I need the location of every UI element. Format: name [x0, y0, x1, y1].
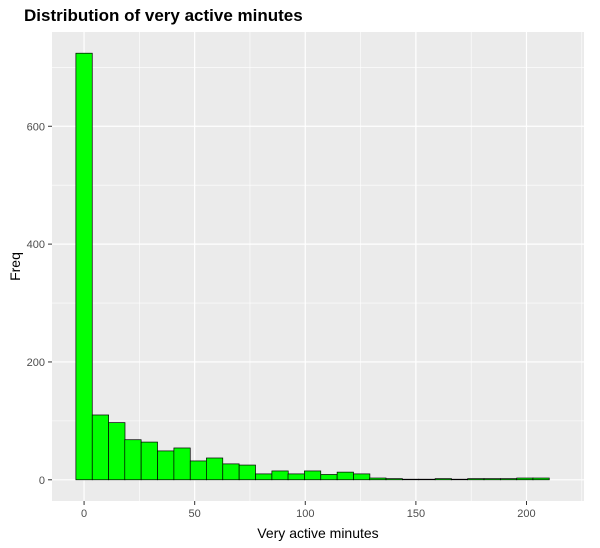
x-tick-label: 50	[189, 508, 201, 520]
histogram-bar	[238, 464, 256, 481]
histogram-bar	[353, 473, 371, 481]
x-axis: 0 50 100 150 200	[81, 501, 536, 520]
histogram-bar	[500, 478, 518, 481]
histogram-bar	[222, 463, 240, 481]
histogram-bar	[402, 478, 420, 481]
chart-title: Distribution of very active minutes	[24, 6, 303, 25]
histogram-bar	[287, 473, 305, 481]
x-axis-title: Very active minutes	[257, 525, 378, 541]
x-tick-label: 200	[517, 508, 535, 520]
y-axis-title: Freq	[7, 252, 23, 281]
y-tick-label: 200	[27, 357, 45, 369]
y-tick-label: 400	[27, 239, 45, 251]
histogram-bar	[434, 478, 452, 481]
y-tick-label: 600	[27, 121, 45, 133]
histogram-bar	[91, 414, 109, 481]
histogram-bar	[189, 460, 207, 481]
histogram-bar	[124, 439, 142, 481]
histogram-bar	[75, 52, 93, 481]
histogram-bar	[271, 470, 289, 481]
histogram-bar	[369, 477, 387, 481]
histogram-bar	[304, 470, 322, 481]
histogram-bar	[206, 457, 224, 481]
histogram-bar	[483, 478, 501, 481]
y-axis: 0 200 400 600	[27, 121, 52, 487]
histogram-bar	[467, 478, 485, 481]
histogram-bar	[516, 477, 534, 481]
histogram-bar	[450, 478, 468, 481]
x-tick-label: 100	[296, 508, 314, 520]
histogram-bars	[75, 52, 550, 481]
y-tick-label: 0	[39, 475, 45, 487]
minor-gridlines	[52, 32, 584, 501]
x-tick-label: 0	[81, 508, 87, 520]
histogram-bar	[336, 471, 354, 481]
histogram-bar	[173, 447, 191, 481]
plot-panel	[52, 32, 584, 501]
histogram-bar	[108, 422, 126, 481]
histogram-bar	[532, 477, 550, 481]
x-tick-label: 150	[407, 508, 425, 520]
histogram-bar	[140, 441, 158, 481]
histogram-bar	[418, 478, 436, 481]
histogram-bar	[320, 474, 338, 481]
histogram-bar	[157, 450, 175, 481]
histogram-bar	[385, 478, 403, 481]
histogram-bar	[255, 473, 273, 481]
